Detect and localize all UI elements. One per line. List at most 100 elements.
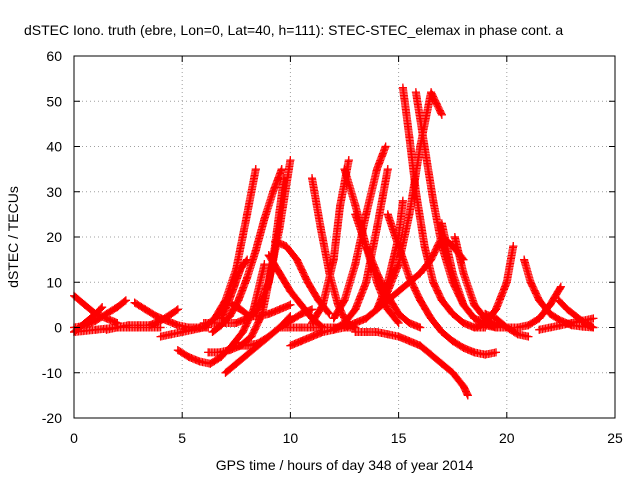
data-point [546,323,555,332]
data-point [448,269,457,278]
data-point [329,325,338,334]
data-point [420,142,429,151]
data-point [156,323,165,332]
data-point [286,341,295,350]
data-point [381,142,390,151]
data-point [184,352,193,361]
data-point [269,255,278,264]
data-point [427,350,436,359]
y-tick-label: 10 [46,274,62,290]
data-point [502,278,511,287]
data-point [394,242,403,251]
data-point [247,332,256,341]
data-point [535,296,544,305]
data-point [253,305,262,314]
data-point [411,88,420,97]
y-tick-label: -20 [42,410,62,426]
data-point [145,321,154,330]
data-point [554,296,563,305]
x-tick-label: 5 [178,430,186,446]
data-point [206,359,215,368]
x-axis-label: GPS time / hours of day 348 of year 2014 [216,457,474,473]
data-point [470,348,479,357]
data-point [427,255,436,264]
data-point [535,325,544,334]
data-point [308,305,317,314]
data-point [141,305,150,314]
data-point [286,287,295,296]
data-point [297,323,306,332]
data-point [264,251,273,260]
data-point [526,278,535,287]
data-point [210,318,219,327]
data-point [308,174,317,183]
data-point [152,312,161,321]
data-point [351,210,360,219]
data-point [416,269,425,278]
data-point [524,321,533,330]
data-point [481,309,490,318]
data-point [481,318,490,327]
data-point [459,300,468,309]
data-point [217,314,226,323]
axis-ticks: 0 5 10 15 20 25 -20 -10 0 10 20 30 40 50 60 [42,48,623,446]
data-point [251,246,260,255]
data-point [459,318,468,327]
data-point [398,196,407,205]
data-point [513,330,522,339]
data-point [481,350,490,359]
data-point [372,269,381,278]
data-point [113,323,122,332]
data-point [372,278,381,287]
data-point [336,201,345,210]
data-point [260,214,269,223]
y-tick-label: 0 [54,320,62,336]
data-point [253,312,262,321]
data-point [236,305,245,314]
x-tick-label: 0 [70,430,78,446]
data-point [325,309,334,318]
data-point [225,312,234,321]
data-point [243,273,252,282]
x-tick-label: 10 [283,430,299,446]
data-point [264,278,273,287]
data-point [199,318,208,327]
data-point [318,328,327,337]
data-point [329,314,338,323]
data-point [448,337,457,346]
data-point [243,341,252,350]
data-point [344,156,353,165]
data-point [429,196,438,205]
data-point [221,318,230,327]
data-point [243,350,252,359]
data-point [221,368,230,377]
data-point [230,282,239,291]
data-point [271,237,280,246]
data-point [297,309,306,318]
data-point [163,316,172,325]
chart-title: dSTEC Iono. truth (ebre, Lon=0, Lat=40, … [24,22,563,38]
data-point [279,174,288,183]
data-point [113,303,122,312]
data-point [102,309,111,318]
data-point [277,165,286,174]
data-point [362,328,371,337]
data-point [383,210,392,219]
data-point [429,278,438,287]
data-point [173,305,182,314]
data-point [448,242,457,251]
data-point [437,242,446,251]
data-point [264,332,273,341]
data-point [372,305,381,314]
data-point [189,325,198,334]
data-point [535,314,544,323]
data-point [340,318,349,327]
data-point [91,316,100,325]
data-point [416,323,425,332]
data-point [405,273,414,282]
data-point [509,242,518,251]
data-point [448,368,457,377]
data-point [234,341,243,350]
data-point [286,316,295,325]
data-point [394,260,403,269]
